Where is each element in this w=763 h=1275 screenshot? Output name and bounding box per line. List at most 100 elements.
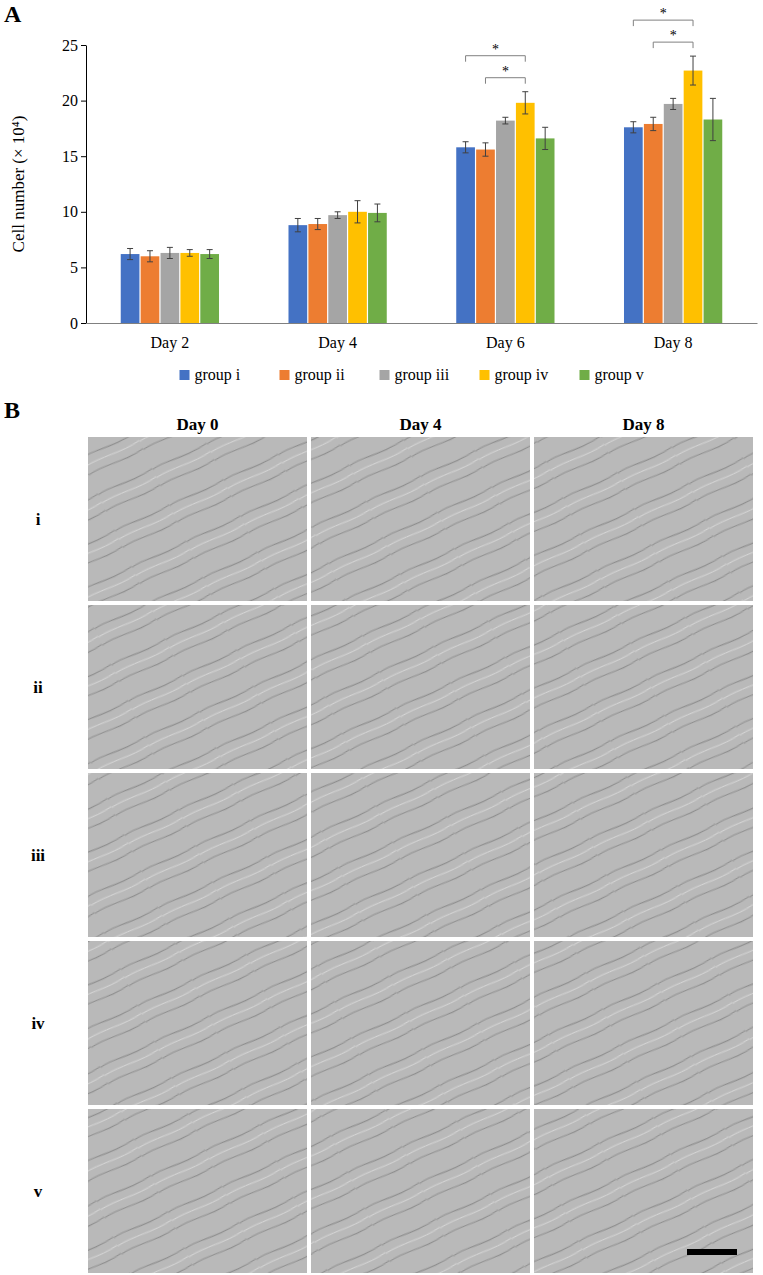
error-bar xyxy=(315,218,321,229)
bar xyxy=(348,212,367,323)
y-tick: 5 xyxy=(70,259,86,276)
micrograph xyxy=(534,773,753,937)
x-tick-label: Day 8 xyxy=(654,334,693,352)
y-tick-label: 0 xyxy=(70,315,78,332)
scale-bar xyxy=(687,1249,737,1255)
error-bar xyxy=(127,248,133,259)
x-tick-label: Day 2 xyxy=(151,334,190,352)
error-bar xyxy=(207,250,213,259)
significance-label: * xyxy=(670,28,677,43)
bar xyxy=(368,213,387,323)
bar-series xyxy=(180,56,702,323)
legend: group igroup iigroup iiigroup ivgroup v xyxy=(180,366,644,384)
bar xyxy=(704,120,723,323)
y-tick: 10 xyxy=(62,203,86,220)
micrograph xyxy=(311,1109,530,1273)
legend-label: group i xyxy=(195,366,241,384)
bar-series xyxy=(161,98,683,323)
bar xyxy=(496,121,515,323)
error-bar xyxy=(355,201,361,223)
y-tick-mark xyxy=(81,45,86,46)
bar xyxy=(141,256,160,323)
significance-label: * xyxy=(660,6,667,21)
legend-swatch xyxy=(180,370,190,380)
bar xyxy=(684,71,703,323)
bar xyxy=(288,225,307,323)
micrograph xyxy=(311,773,530,937)
row-label: v xyxy=(34,1182,43,1201)
row-label: i xyxy=(36,510,41,529)
legend-swatch xyxy=(280,370,290,380)
plot-area xyxy=(121,56,723,323)
legend-swatch xyxy=(480,370,490,380)
panel-label: A xyxy=(4,1,22,27)
error-bar xyxy=(335,212,341,219)
micrograph xyxy=(88,773,307,937)
micrograph xyxy=(311,605,530,769)
micrograph xyxy=(534,437,753,601)
error-bar xyxy=(630,122,636,133)
micrograph xyxy=(534,605,753,769)
error-bar xyxy=(482,143,488,156)
y-axis-title: Cell number (× 10⁴) xyxy=(9,116,28,253)
bar xyxy=(624,127,643,323)
row-label: ii xyxy=(33,678,43,697)
legend-swatch xyxy=(380,370,390,380)
x-tick: Day 6 xyxy=(486,323,525,352)
y-tick-label: 10 xyxy=(62,203,78,220)
bar xyxy=(308,224,327,323)
micrograph xyxy=(88,941,307,1105)
error-bar xyxy=(670,98,676,109)
y-tick: 25 xyxy=(62,37,86,54)
y-tick-label: 25 xyxy=(62,37,78,54)
bar-series xyxy=(200,98,722,323)
bar xyxy=(536,138,555,323)
legend-label: group v xyxy=(595,366,644,384)
error-bar xyxy=(463,142,469,153)
legend-label: group iv xyxy=(495,366,549,384)
figure: A 0 5 10 15 20 25 Day 2 Day 4 Day 6 Day 8 Cell numb… xyxy=(0,0,763,1275)
bar xyxy=(121,254,140,323)
micrograph xyxy=(88,437,307,601)
bar xyxy=(161,253,180,323)
bar xyxy=(664,104,683,323)
x-tick-label: Day 4 xyxy=(318,334,357,352)
error-bar xyxy=(187,250,193,257)
y-tick: 0 xyxy=(70,315,86,332)
row-label: iv xyxy=(31,1014,45,1033)
significance: **** xyxy=(466,6,693,84)
y-tick-label: 15 xyxy=(62,148,78,165)
legend-swatch xyxy=(580,370,590,380)
bar-series xyxy=(141,117,663,323)
bar xyxy=(476,150,495,323)
bar xyxy=(328,215,347,323)
panel-label: B xyxy=(4,397,20,423)
x-tick: Day 2 xyxy=(151,323,190,352)
error-bar xyxy=(710,98,716,140)
micrograph xyxy=(88,605,307,769)
error-bar xyxy=(295,218,301,231)
error-bar xyxy=(167,247,173,258)
row-label: iii xyxy=(31,846,45,865)
error-bar xyxy=(542,127,548,149)
y-tick-mark xyxy=(81,156,86,157)
bar xyxy=(516,103,535,323)
x-axis: Day 2 Day 4 Day 6 Day 8 xyxy=(87,323,758,352)
legend-label: group ii xyxy=(295,366,346,384)
micrograph xyxy=(534,1109,753,1273)
micrograph xyxy=(88,1109,307,1273)
micrograph xyxy=(534,941,753,1105)
bar-series xyxy=(121,122,643,323)
significance-label: * xyxy=(502,64,509,79)
y-tick: 20 xyxy=(62,92,86,109)
column-header: Day 4 xyxy=(399,415,442,434)
y-axis: 0 5 10 15 20 25 xyxy=(62,37,87,332)
micrograph xyxy=(311,941,530,1105)
bar xyxy=(180,253,199,323)
y-tick-mark xyxy=(81,323,86,324)
column-header: Day 8 xyxy=(622,415,664,434)
y-tick-mark xyxy=(81,212,86,213)
column-header: Day 0 xyxy=(176,415,218,434)
x-tick: Day 4 xyxy=(318,323,357,352)
error-bar xyxy=(650,117,656,130)
